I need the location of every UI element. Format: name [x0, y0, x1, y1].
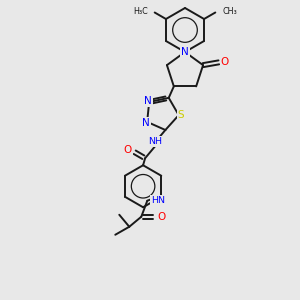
Text: N: N: [181, 47, 189, 57]
Text: S: S: [177, 110, 184, 120]
Text: HN: HN: [151, 196, 165, 205]
Text: N: N: [142, 118, 150, 128]
Text: O: O: [157, 212, 165, 222]
Text: N: N: [144, 96, 152, 106]
Text: O: O: [221, 57, 229, 68]
Text: H₃C: H₃C: [133, 7, 148, 16]
Text: CH₃: CH₃: [222, 7, 237, 16]
Text: O: O: [124, 145, 132, 155]
Text: NH: NH: [148, 137, 162, 146]
